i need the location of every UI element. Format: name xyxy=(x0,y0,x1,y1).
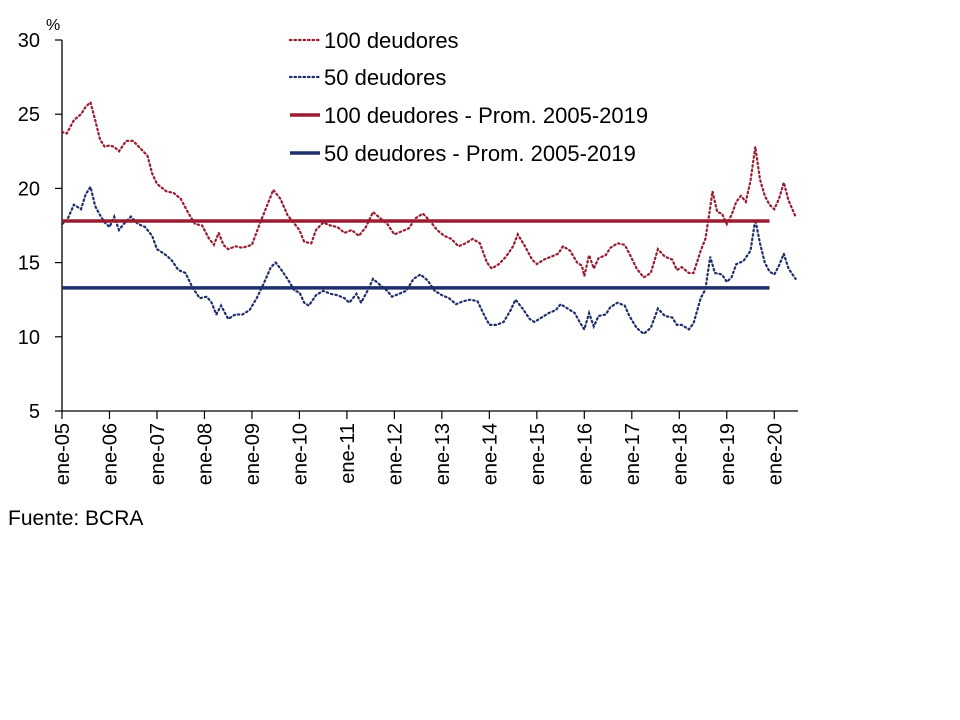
series-line-2 xyxy=(60,184,797,336)
legend-label-1: 100 deudores xyxy=(324,28,459,53)
y-tick-label: 10 xyxy=(18,327,40,349)
y-tick-label: 15 xyxy=(18,253,40,275)
x-tick-label: ene-14 xyxy=(479,423,501,485)
x-tick-label: ene-16 xyxy=(574,423,596,485)
x-tick-label: ene-10 xyxy=(289,423,311,485)
legend: 100 deudores 50 deudores 100 deudores - Pr… xyxy=(288,28,648,166)
source-note: Fuente: BCRA xyxy=(8,507,144,530)
y-unit-label: % xyxy=(46,17,60,34)
series-line-1 xyxy=(60,100,797,279)
x-tick-label: ene-18 xyxy=(669,423,691,485)
x-tick-label: ene-13 xyxy=(432,423,454,485)
x-tick-label: ene-19 xyxy=(717,423,739,485)
x-tick-label: ene-15 xyxy=(527,423,549,485)
x-tick-label: ene-17 xyxy=(622,423,644,485)
x-tick-label: ene-11 xyxy=(337,423,359,484)
x-tick-label: ene-07 xyxy=(147,423,169,485)
x-tick-label: ene-05 xyxy=(52,423,74,485)
legend-label-4: 50 deudores - Prom. 2005-2019 xyxy=(324,141,636,166)
y-tick-label: 20 xyxy=(18,178,40,200)
y-tick-label: 30 xyxy=(18,30,40,52)
x-tick-label: ene-09 xyxy=(242,423,264,485)
legend-label-2: 50 deudores xyxy=(324,65,446,90)
x-tick-label: ene-06 xyxy=(99,423,121,485)
x-axis-ticks: ene-05 ene-06 ene-07 ene-08 ene-09 ene-10 ene-… xyxy=(52,411,786,485)
y-tick-label: 25 xyxy=(18,104,40,126)
series-group xyxy=(60,100,797,336)
x-tick-label: ene-20 xyxy=(764,423,786,485)
y-tick-label: 5 xyxy=(29,401,40,423)
y-axis-ticks: 5 10 15 20 25 30 xyxy=(18,30,62,423)
chart-axes xyxy=(61,40,798,412)
x-tick-label: ene-08 xyxy=(194,423,216,485)
legend-label-3: 100 deudores - Prom. 2005-2019 xyxy=(324,103,648,128)
x-tick-label: ene-12 xyxy=(384,423,406,485)
